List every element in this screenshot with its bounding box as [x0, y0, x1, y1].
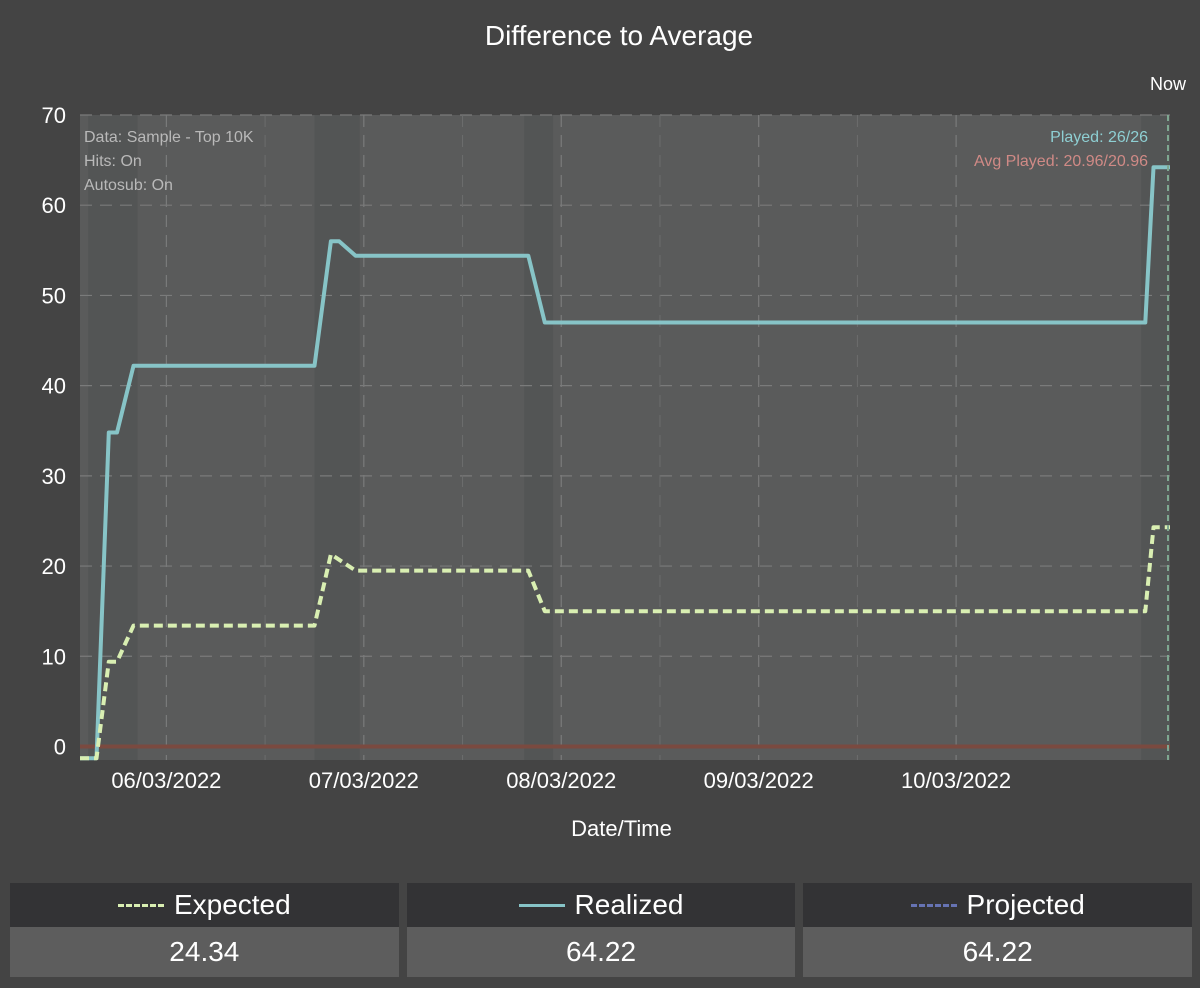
shade-band-0: [88, 115, 138, 760]
legend-projected-header: Projected: [803, 883, 1193, 927]
realized-swatch: [518, 903, 565, 907]
legend-expected-value: 24.34: [10, 927, 399, 977]
stats-line: Avg Played: 20.96/20.96: [974, 153, 1148, 170]
legend-panels: Expected 24.34 Realized 64.22 Projected …: [10, 883, 1193, 978]
x-tick-label: 07/03/2022: [309, 768, 419, 793]
y-tick-label: 40: [42, 374, 66, 399]
x-tick-label: 10/03/2022: [901, 768, 1011, 793]
legend-projected-label: Projected: [966, 889, 1085, 920]
series-line-expected: [80, 525, 1170, 761]
legend-realized-header: Realized: [406, 883, 796, 927]
legend-projected: Projected 64.22: [803, 883, 1193, 978]
chart-title: Difference to Average: [484, 20, 754, 51]
y-tick-label: 20: [42, 554, 66, 579]
projected-swatch: [910, 903, 957, 907]
y-tick-label: 60: [42, 193, 66, 218]
legend-projected-value: 64.22: [803, 927, 1193, 977]
x-axis-ticks: 06/03/2022 07/03/2022 08/03/2022 09/03/2022…: [111, 768, 1011, 793]
stats-line: Played: 26/26: [1050, 129, 1148, 146]
line-chart: 0 10 20 30 40 50 60 70 06/03/2022 07/03/2022 08/0…: [42, 103, 1170, 793]
series-line-realized: [80, 165, 1170, 761]
expected-swatch: [117, 903, 164, 907]
legend-realized-value: 64.22: [406, 927, 796, 977]
plot-area: [80, 115, 1170, 760]
x-axis-label: Date/Time: [571, 816, 672, 841]
now-label: Now: [1149, 74, 1186, 94]
x-tick-label: 09/03/2022: [704, 768, 814, 793]
series-lines: [80, 165, 1170, 761]
info-line: Autosub: On: [84, 177, 173, 194]
shade-band-1: [314, 115, 360, 760]
legend-realized: Realized 64.22: [406, 883, 796, 978]
y-tick-label: 70: [42, 103, 66, 128]
info-text: Data: Sample - Top 10K Hits: On Autosub: O…: [84, 129, 254, 194]
info-line: Data: Sample - Top 10K: [84, 129, 254, 146]
shade-band-3: [1141, 115, 1170, 760]
y-tick-label: 10: [42, 644, 66, 669]
x-tick-label: 08/03/2022: [506, 768, 616, 793]
legend-realized-label: Realized: [574, 889, 684, 920]
y-tick-label: 50: [42, 283, 66, 308]
shade-band-2: [524, 115, 554, 760]
shade-bands: [88, 115, 1170, 760]
legend-expected-label: Expected: [173, 889, 291, 920]
stats-text: Played: 26/26 Avg Played: 20.96/20.96: [974, 129, 1148, 170]
y-tick-label: 0: [54, 734, 66, 759]
legend-expected-header: Expected: [10, 883, 399, 927]
info-line: Hits: On: [84, 153, 142, 170]
x-tick-label: 06/03/2022: [111, 768, 221, 793]
y-tick-label: 30: [42, 464, 66, 489]
y-axis-ticks: 0 10 20 30 40 50 60 70: [42, 103, 66, 759]
legend-expected: Expected 24.34: [10, 883, 399, 978]
